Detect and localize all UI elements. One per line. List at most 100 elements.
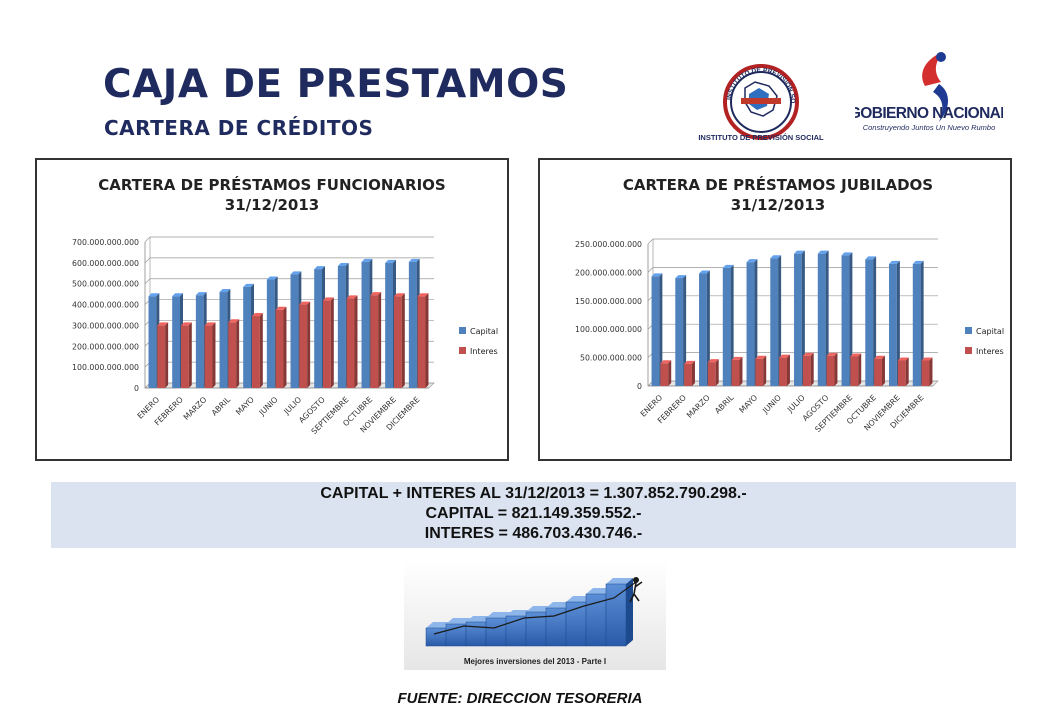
bar-top [219, 289, 231, 293]
y-tick-label: 500.000.000.000 [72, 280, 139, 289]
bar-front [794, 253, 802, 386]
x-tick-label: JUNIO [760, 393, 783, 416]
bar-top [243, 283, 254, 287]
x-tick-label: MAYO [234, 395, 256, 417]
bar-interes [275, 306, 287, 388]
bar-front [699, 273, 707, 386]
growth-block [605, 583, 627, 647]
bar-side [834, 352, 838, 386]
legend-label-interes: Interes [976, 347, 1004, 356]
bar-front [731, 359, 740, 386]
bar-top [157, 322, 169, 326]
bar-top [874, 355, 885, 359]
bar-capital [889, 260, 900, 386]
growth-block-side [626, 578, 633, 646]
bar-top [770, 255, 782, 259]
bar-front [181, 325, 189, 388]
bar-top [889, 260, 900, 264]
bar-interes [874, 355, 885, 386]
gridline-depth [647, 238, 654, 245]
bar-side [896, 260, 900, 386]
bar-capital [699, 270, 710, 386]
bar-side [378, 292, 382, 388]
bar-front [746, 262, 755, 386]
bar-front [172, 296, 180, 388]
bar-interes [394, 293, 405, 388]
x-tick-label: JUNIO [257, 395, 280, 418]
bar-side [810, 352, 814, 386]
bar-front [228, 322, 237, 388]
growth-blocks [425, 577, 643, 647]
summary-capital: CAPITAL = 821.149.359.552.- [425, 505, 642, 522]
bar-interes [417, 293, 429, 388]
chart-date: 31/12/2013 [225, 196, 319, 214]
bar-side [778, 255, 782, 386]
bar-front [779, 357, 787, 386]
gobierno-nacional-logo: GOBIERNO NACIONAL Construyendo Juntos Un… [849, 44, 1010, 139]
bar-interes [323, 297, 334, 388]
y-tick-label: 150.000.000.000 [575, 297, 642, 306]
bar-interes [346, 295, 358, 388]
bar-side [283, 306, 287, 388]
bar-top [299, 301, 311, 305]
bar-front [337, 265, 346, 388]
bar-side [881, 355, 885, 386]
y-tick-label: 250.000.000.000 [575, 240, 642, 249]
x-tick-label: JULIO [785, 393, 807, 415]
bar-top [699, 270, 710, 274]
bar-front [361, 261, 370, 388]
bar-top [275, 306, 287, 310]
bar-interes [897, 357, 909, 386]
bar-top [826, 352, 838, 356]
bar-front [346, 298, 355, 388]
page-subtitle: CARTERA DE CRÉDITOS [104, 116, 374, 140]
bar-front [865, 259, 874, 386]
bar-front [874, 358, 882, 386]
bar-interes [684, 360, 695, 386]
bar-side [849, 252, 853, 386]
bar-top [314, 266, 325, 270]
y-tick-label: 700.000.000.000 [72, 238, 139, 247]
bar-side [259, 313, 263, 388]
bar-capital [651, 273, 663, 386]
chart-legend: Capital Interes [965, 327, 1004, 356]
page-title: CAJA DE PRESTAMOS [103, 62, 569, 107]
bar-front [408, 261, 417, 388]
bar-front [370, 295, 379, 388]
bar-side [307, 301, 311, 388]
bar-front [921, 360, 930, 386]
gobierno-logo-tagline: Construyendo Juntos Un Nuevo Rumbo [863, 123, 996, 132]
bar-interes [228, 319, 240, 388]
bar-top [148, 293, 160, 297]
bar-side [905, 357, 909, 386]
growth-block-top [606, 578, 633, 584]
summary-interes: INTERES = 486.703.430.746.- [424, 525, 643, 542]
bar-top [228, 319, 240, 323]
bar-side [691, 360, 695, 386]
bar-top [755, 355, 767, 359]
bar-front [275, 309, 284, 388]
ips-caption: INSTITUTO DE PREVISIÓN SOCIAL [698, 133, 824, 142]
bar-front [826, 355, 835, 386]
legend-swatch-capital [965, 327, 972, 334]
bar-side [354, 295, 358, 388]
bar-side [659, 273, 663, 386]
bar-front [266, 279, 275, 388]
bar-capital [912, 260, 924, 386]
bar-side [330, 297, 334, 388]
bar-front [889, 263, 897, 386]
bar-front [204, 325, 213, 388]
bar-top [417, 293, 429, 297]
bar-interes [204, 322, 216, 388]
bar-side [920, 260, 924, 386]
bar-front [314, 269, 322, 388]
x-tick-label: MAYO [737, 393, 759, 415]
bar-front [912, 263, 921, 386]
y-tick-label: 300.000.000.000 [72, 321, 139, 330]
bar-front [897, 360, 906, 386]
bar-capital [817, 250, 829, 386]
bar-side [786, 354, 790, 386]
bar-side [739, 356, 743, 386]
bar-front [755, 358, 764, 386]
growth-block [485, 617, 507, 647]
